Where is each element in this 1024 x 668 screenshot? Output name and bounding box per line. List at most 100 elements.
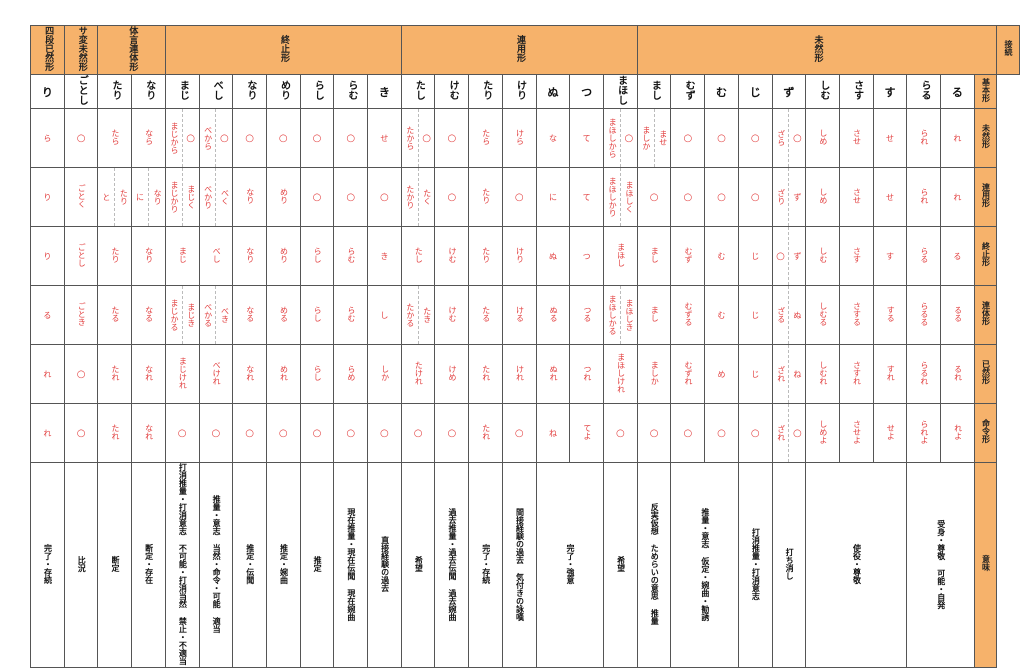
form-cell: ○ (704, 403, 739, 463)
form-cell: ○ (232, 108, 267, 168)
meaning-row: 完了・存続 比況 断定 断定・存在 打消推量・打消意志 不可能・打消当然 禁止・不適当 推… (30, 462, 1020, 668)
base-form-text: しむ (817, 80, 829, 100)
form-cell: らし (299, 285, 335, 345)
form-cell: けむ (434, 226, 470, 286)
form-cell: まほしかる まほしき (603, 285, 638, 345)
meaning-cell: 希望 (400, 462, 436, 668)
base-form-cell: ず (771, 74, 807, 109)
meaning-cell: 打消推量・打消意志 (737, 462, 773, 668)
meaning-cell: 希望 (603, 462, 638, 668)
form-cell: めり (265, 167, 301, 227)
form-text: つる (582, 306, 592, 322)
base-form-text: むず (683, 80, 695, 100)
form-cell: まし (636, 226, 672, 286)
meaning-text: 推定・婉曲 (279, 544, 289, 584)
base-form-cell: じ (737, 74, 773, 109)
form-cell: らめ (333, 344, 369, 404)
form-part: たから (402, 110, 417, 167)
meaning-text: 間接経験の過去 気付きの詠嘆 (515, 507, 525, 621)
form-cell: ける (501, 285, 537, 345)
form-text: しめ (818, 188, 828, 204)
form-cell: ○ (434, 403, 470, 463)
form-cell: べかる べき (198, 285, 234, 345)
form-text: むず (684, 247, 693, 263)
form-text: しむる (818, 302, 828, 326)
form-text: たれ (481, 365, 491, 381)
form-text: たら (481, 129, 491, 145)
form-text: たれ (481, 424, 491, 440)
form-cell: らし (299, 344, 335, 404)
form-part: たき (417, 286, 434, 344)
form-part: べく (215, 168, 231, 226)
form-cell: ○ (501, 403, 537, 463)
group-header: 終止形 (164, 25, 402, 75)
form-text: しめよ (818, 420, 828, 444)
group-header: 四段已然形 (30, 25, 65, 75)
conjugation-table-wrap: 四段已然形 サ変未然形 体言連体形 終止形 連用形 未然形 接続りごとし たり なり まじ べし なり… (30, 25, 1020, 668)
meaning-text: 完了・存続 (43, 544, 53, 584)
form-text: たる (110, 306, 120, 322)
form-cell: なれ (131, 344, 166, 404)
form-cell: ごとし (63, 226, 99, 286)
group-header: サ変未然形 (63, 25, 99, 75)
base-form-text: たし (413, 80, 425, 100)
form-text: めれ (279, 365, 289, 381)
form-text: べかる (203, 303, 213, 327)
form-row: るごとき たる なる まじかる まじき べかる べき なる める らし らむしたかる たき けむ たる ける… (30, 285, 1020, 345)
form-text: なら (144, 129, 154, 145)
form-cell: ○ (434, 108, 470, 168)
form-cell: たかる たき (400, 285, 436, 345)
group-header-label: 四段已然形 (43, 26, 54, 72)
form-cell: ざら ○ (771, 108, 807, 168)
form-cell: るれ (940, 344, 975, 404)
form-cell: まじ (164, 226, 200, 286)
form-cell: すれ (872, 344, 908, 404)
base-form-cell: す (872, 74, 908, 109)
form-cell: しめ (805, 167, 840, 227)
meaning-cell: 推定・婉曲 (265, 462, 301, 668)
form-text: まじき (186, 303, 196, 327)
form-text: なれ (144, 424, 154, 440)
form-cell: れ (30, 344, 65, 404)
form-text: たら (110, 129, 120, 145)
form-part: まほしかり (604, 169, 619, 226)
meaning-text: 打消推量・打消意志 不可能・打消当然 禁止・不適当 (178, 463, 188, 666)
form-part: たかり (402, 169, 417, 226)
form-cell: ○ ず (771, 226, 807, 286)
form-text: けり (515, 247, 525, 263)
form-text: する (886, 306, 896, 322)
form-text: まし (650, 306, 660, 322)
base-form-text: たり (110, 80, 121, 100)
form-text: べき (220, 307, 230, 323)
form-text: ける (515, 306, 525, 322)
form-cell: けめ (434, 344, 470, 404)
base-form-cell: らる (906, 74, 942, 109)
base-form-cell: けり (501, 74, 537, 109)
form-text: べかり (203, 185, 213, 209)
meaning-cell: 完了・存続 (468, 462, 503, 668)
form-cell: たる (468, 285, 503, 345)
form-cell: ましか ませ (636, 108, 672, 168)
form-cell: す (872, 226, 908, 286)
base-form-row: りごとし たり なり まじ べし なり めり らし らむきたし けむ たり けりぬつまほし まし むずむじ… (30, 74, 1020, 109)
base-form-cell: む (704, 74, 739, 109)
form-text: ごとし (77, 243, 87, 267)
form-cell: たら (468, 108, 503, 168)
side-label-base-form: 基本形 (973, 74, 997, 109)
form-cell: けり (501, 226, 537, 286)
meaning-text: 現在推量・現在伝聞 現在婉曲 (346, 507, 356, 621)
form-text: たる (481, 306, 491, 322)
form-cell: まほしから ○ (603, 108, 638, 168)
form-text: ざら (776, 130, 786, 146)
form-text: たけれ (414, 361, 424, 385)
form-part: ず (788, 227, 804, 285)
form-cell: め (704, 344, 739, 404)
form-cell: ○ (704, 167, 739, 227)
meaning-cell: 間接経験の過去 気付きの詠嘆 (501, 462, 537, 668)
form-cell: たる (97, 285, 133, 345)
form-cell: ○ (299, 403, 335, 463)
form-text: たかる (405, 303, 415, 327)
meaning-text: 直接経験の過去 (380, 536, 390, 592)
form-text: まじけれ (178, 357, 188, 389)
base-form-cell: さす (838, 74, 874, 109)
